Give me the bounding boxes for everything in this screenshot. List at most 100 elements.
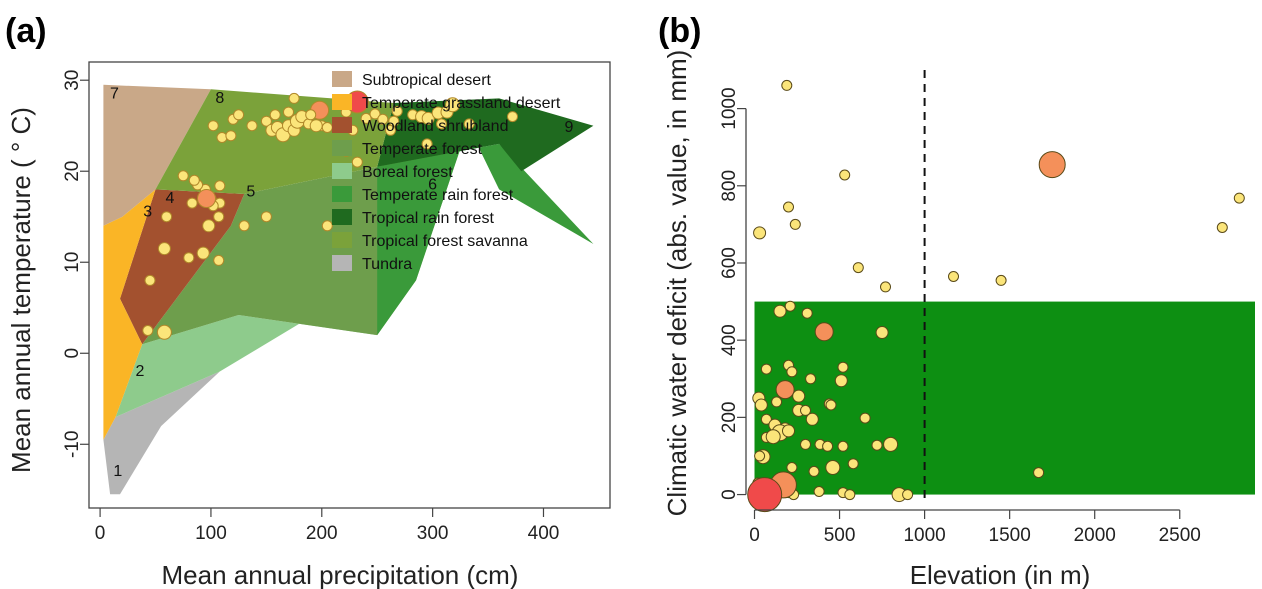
- data-point: [321, 122, 333, 133]
- data-point: [765, 429, 781, 445]
- data-point: [800, 404, 811, 416]
- data-point: [800, 438, 811, 450]
- data-point: [760, 413, 772, 425]
- data-point: [225, 130, 237, 142]
- legend-label: Temperate forest: [362, 141, 483, 158]
- y-tick-label: 600: [719, 247, 740, 279]
- legend-label: Temperate grassland desert: [362, 95, 561, 112]
- x-tick-label: 2000: [1074, 525, 1116, 546]
- x-tick-label: 0: [749, 525, 760, 546]
- data-point: [196, 246, 210, 260]
- y-tick-label: 30: [62, 70, 83, 91]
- data-point: [783, 201, 794, 213]
- x-tick-label: 2500: [1159, 525, 1201, 546]
- panel-b-label: (b): [658, 12, 701, 50]
- x-axis-title: Mean annual precipitation (cm): [162, 560, 519, 589]
- data-point: [309, 119, 323, 133]
- y-tick-label: 20: [62, 161, 83, 182]
- y-axis-title: Mean annual temperature ( ° C): [6, 107, 36, 473]
- data-points: [142, 90, 518, 340]
- legend-swatch: [332, 71, 352, 87]
- data-point: [754, 398, 768, 412]
- data-point: [188, 174, 200, 186]
- data-point: [260, 211, 272, 223]
- legend-label: Boreal forest: [362, 164, 453, 181]
- data-point: [995, 274, 1007, 286]
- data-point: [507, 111, 518, 123]
- legend-label: Woodland shrubland: [362, 118, 508, 135]
- data-point: [875, 326, 889, 339]
- data-point: [391, 105, 403, 117]
- data-point: [847, 458, 859, 470]
- legend-swatch: [332, 140, 352, 156]
- x-axis-title: Elevation (in m): [910, 560, 1091, 589]
- data-point: [360, 112, 372, 124]
- data-point: [808, 465, 820, 477]
- data-point: [871, 439, 883, 451]
- legend-swatch: [332, 117, 352, 133]
- y-tick-label: 1000: [719, 87, 740, 129]
- panel-a-label: (a): [5, 12, 47, 50]
- data-point: [789, 218, 801, 230]
- data-point: [144, 274, 156, 286]
- region-number-label: 2: [136, 363, 145, 380]
- data-point: [782, 424, 795, 438]
- data-point: [177, 170, 189, 182]
- data-point: [792, 389, 806, 403]
- legend-swatch: [332, 255, 352, 271]
- data-point: [805, 412, 819, 426]
- data-point: [213, 254, 225, 266]
- data-point: [839, 169, 851, 181]
- data-point: [837, 440, 849, 452]
- y-tick-label: 200: [719, 402, 740, 434]
- biome-region-temperate-rain-forest: [377, 125, 594, 336]
- data-point: [948, 271, 959, 282]
- legend-label: Temperate rain forest: [362, 187, 514, 204]
- data-point: [775, 380, 795, 400]
- data-point: [805, 373, 817, 385]
- data-point: [852, 262, 864, 274]
- legend-swatch: [332, 209, 352, 225]
- data-points: [747, 79, 1245, 513]
- data-point: [753, 226, 767, 240]
- legend-swatch: [332, 186, 352, 202]
- data-point: [801, 307, 813, 319]
- data-point: [837, 361, 849, 373]
- data-point: [1216, 222, 1228, 233]
- biome-region-labels: 1 2 34 5 6 7 8 9: [110, 85, 573, 480]
- x-tick-label: 400: [528, 523, 560, 544]
- data-point: [883, 436, 899, 452]
- data-point: [747, 477, 783, 513]
- data-point: [421, 111, 435, 125]
- data-point: [436, 118, 447, 130]
- data-point: [825, 399, 837, 411]
- biome-region-temperate-grassland-desert: [103, 189, 156, 440]
- legend-swatch: [332, 232, 352, 248]
- data-point: [781, 79, 793, 91]
- data-point: [1233, 192, 1245, 204]
- data-point: [784, 300, 796, 312]
- data-point: [183, 252, 195, 264]
- region-number-label: 1: [113, 463, 122, 480]
- data-point: [260, 115, 272, 127]
- data-point: [902, 489, 914, 501]
- y-tick-label: 0: [62, 348, 83, 359]
- data-point: [207, 120, 219, 132]
- x-tick-label: 0: [95, 523, 106, 544]
- biome-region-subtropical-desert: [103, 84, 211, 226]
- data-point: [186, 197, 198, 209]
- y-tick-label: 10: [62, 252, 83, 273]
- legend: Subtropical desert Temperate grassland de…: [332, 71, 561, 273]
- data-point: [825, 460, 841, 475]
- legend-swatch: [332, 94, 352, 110]
- data-point: [202, 219, 216, 233]
- data-point: [351, 156, 363, 168]
- y-tick-label: -10: [62, 431, 83, 458]
- region-number-label: 5: [246, 184, 255, 201]
- x-tick-label: 200: [306, 523, 338, 544]
- x-tick-label: 500: [824, 525, 856, 546]
- legend-label: Tropical forest savanna: [362, 233, 528, 250]
